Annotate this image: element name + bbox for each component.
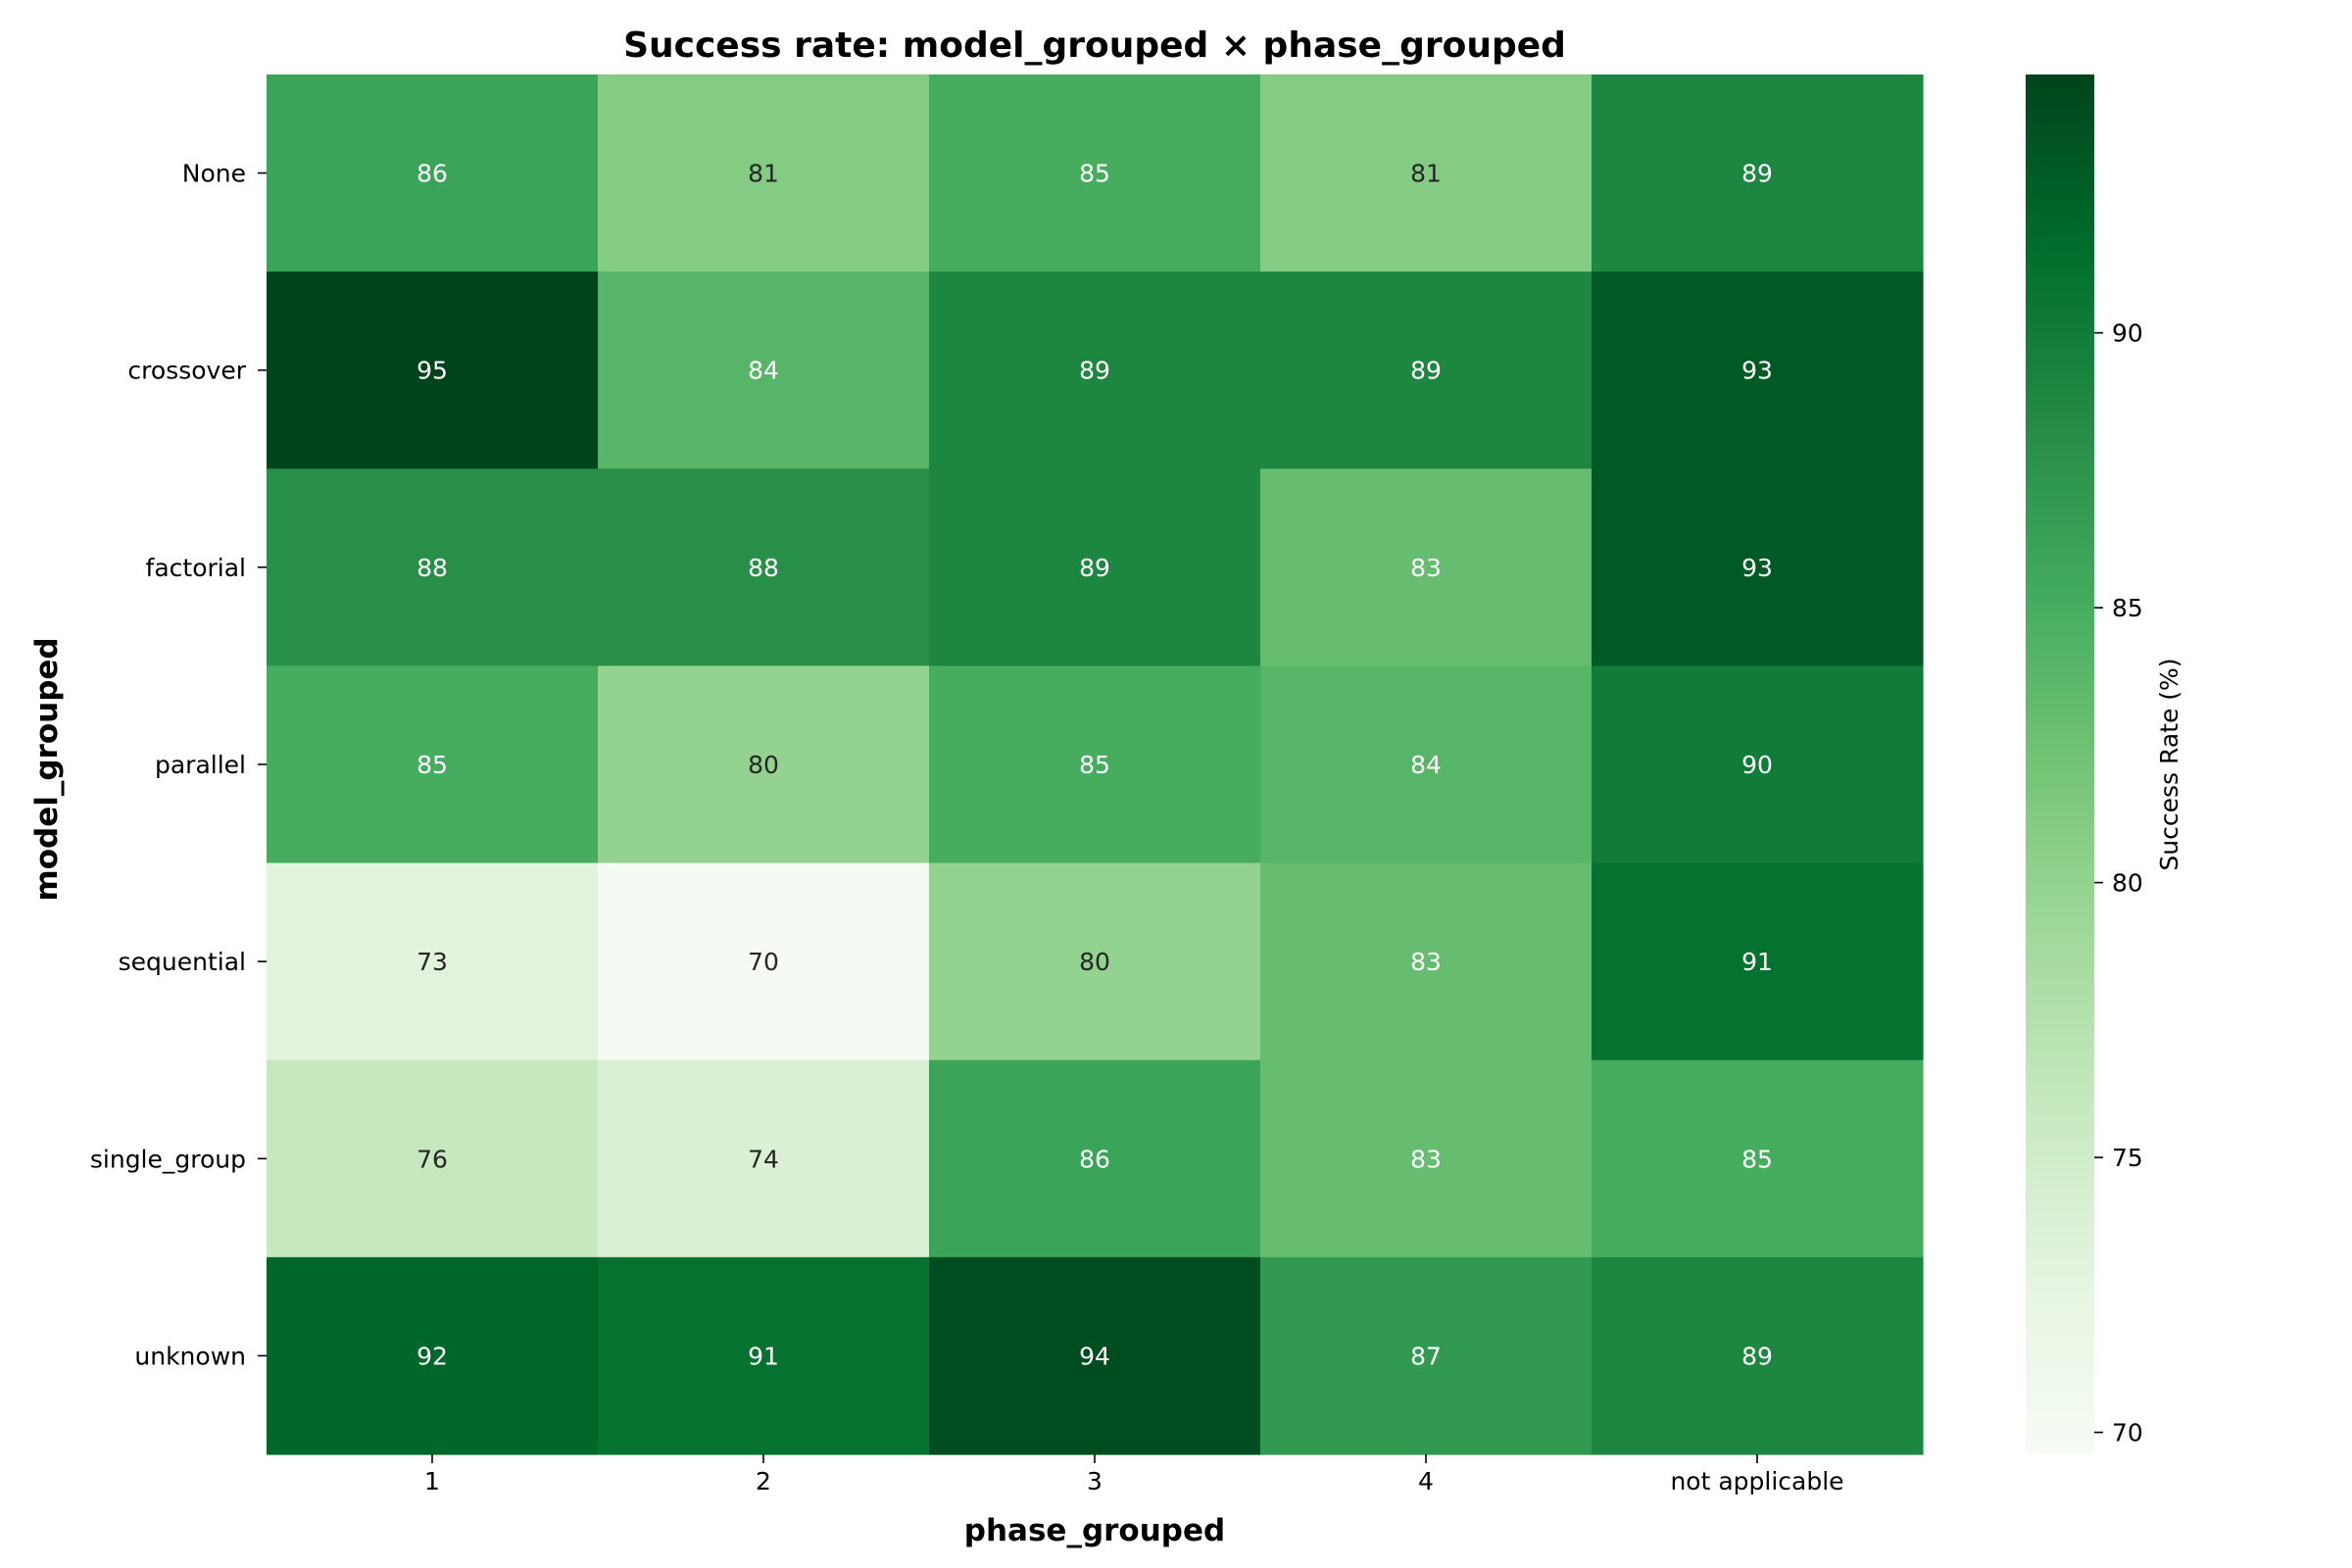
cell-value-label: 85 bbox=[416, 751, 448, 779]
heatmap-cell bbox=[267, 468, 599, 667]
heatmap-cell bbox=[1260, 665, 1592, 864]
cell-value-label: 74 bbox=[748, 1145, 779, 1173]
heatmap-cell bbox=[929, 271, 1261, 469]
cell-value-label: 91 bbox=[1741, 948, 1773, 976]
cell-value-label: 91 bbox=[748, 1342, 779, 1370]
cell-value-label: 84 bbox=[748, 357, 779, 385]
cell-value-label: 89 bbox=[1410, 357, 1442, 385]
heatmap-cell bbox=[267, 271, 599, 469]
cell-value-label: 94 bbox=[1079, 1342, 1110, 1370]
heatmap-cells bbox=[267, 74, 1924, 1455]
x-axis-ticks: 1 2 3 4 not applicable bbox=[424, 1454, 1844, 1495]
colorbar bbox=[2026, 74, 2094, 1454]
heatmap-cell bbox=[1260, 1256, 1592, 1455]
heatmap-cell bbox=[598, 271, 930, 469]
cell-value-label: 83 bbox=[1410, 1145, 1442, 1173]
x-axis-label: phase_grouped bbox=[964, 1513, 1225, 1548]
y-tick-label: sequential bbox=[119, 948, 246, 976]
cell-value-label: 80 bbox=[748, 751, 779, 779]
cell-value-label: 85 bbox=[1079, 751, 1110, 779]
cell-value-label: 89 bbox=[1079, 554, 1110, 582]
x-tick-label: not applicable bbox=[1670, 1467, 1843, 1495]
y-tick-label: parallel bbox=[155, 751, 246, 779]
cell-value-label: 89 bbox=[1079, 357, 1110, 385]
x-tick-label: 4 bbox=[1418, 1467, 1434, 1495]
heatmap-cell bbox=[598, 468, 930, 667]
cell-value-label: 93 bbox=[1741, 554, 1773, 582]
y-axis-ticks: None crossover factorial parallel sequential… bbox=[90, 160, 267, 1370]
heatmap-cell bbox=[1260, 74, 1592, 272]
x-tick-label: 1 bbox=[424, 1467, 440, 1495]
cell-value-label: 90 bbox=[1741, 751, 1773, 779]
colorbar-tick-label: 90 bbox=[2112, 319, 2143, 348]
cell-value-label: 89 bbox=[1741, 160, 1773, 188]
cell-value-label: 87 bbox=[1410, 1342, 1442, 1370]
heatmap-cell bbox=[598, 1059, 930, 1258]
heatmap-cell bbox=[598, 74, 930, 272]
cell-value-label: 93 bbox=[1741, 357, 1773, 385]
cell-value-label: 81 bbox=[1410, 160, 1442, 188]
heatmap-cell bbox=[1592, 74, 1924, 272]
heatmap-cell bbox=[929, 665, 1261, 864]
heatmap-cell bbox=[1592, 468, 1924, 667]
colorbar-ticks: 70 75 80 85 90 bbox=[2094, 319, 2143, 1447]
y-tick-label: factorial bbox=[146, 554, 246, 582]
cell-value-label: 80 bbox=[1079, 948, 1110, 976]
cell-value-label: 88 bbox=[748, 554, 779, 582]
cell-value-label: 86 bbox=[1079, 1145, 1110, 1173]
cell-value-label: 70 bbox=[748, 948, 779, 976]
cell-value-label: 81 bbox=[748, 160, 779, 188]
cell-value-label: 76 bbox=[416, 1145, 448, 1173]
cell-value-label: 89 bbox=[1741, 1342, 1773, 1370]
cell-value-label: 92 bbox=[416, 1342, 448, 1370]
colorbar-tick-label: 70 bbox=[2112, 1419, 2143, 1447]
heatmap-cell bbox=[929, 1059, 1261, 1258]
cell-value-label: 83 bbox=[1410, 948, 1442, 976]
heatmap-cell bbox=[598, 1256, 930, 1455]
heatmap-cell bbox=[1592, 1059, 1924, 1258]
heatmap-cell bbox=[1260, 271, 1592, 469]
cell-value-label: 85 bbox=[1741, 1145, 1773, 1173]
colorbar-tick-label: 85 bbox=[2112, 594, 2143, 622]
y-axis-label: model_grouped bbox=[29, 637, 65, 901]
heatmap-cell bbox=[929, 1256, 1261, 1455]
heatmap-cell bbox=[1260, 468, 1592, 667]
heatmap-cell bbox=[929, 862, 1261, 1061]
heatmap-cell bbox=[267, 665, 599, 864]
x-tick-label: 3 bbox=[1087, 1467, 1102, 1495]
cell-value-label: 88 bbox=[416, 554, 448, 582]
chart-title: Success rate: model_grouped × phase_grou… bbox=[623, 25, 1566, 66]
heatmap-cell bbox=[1260, 862, 1592, 1061]
heatmap-cell bbox=[929, 468, 1261, 667]
y-tick-label: single_group bbox=[90, 1145, 246, 1173]
cell-value-label: 85 bbox=[1079, 160, 1110, 188]
colorbar-label: Success Rate (%) bbox=[2155, 658, 2183, 870]
heatmap-cell bbox=[1592, 271, 1924, 469]
cell-value-label: 95 bbox=[416, 357, 448, 385]
heatmap-cell bbox=[929, 74, 1261, 272]
heatmap-cell bbox=[267, 1059, 599, 1258]
heatmap-cell bbox=[598, 862, 930, 1061]
heatmap-cell bbox=[267, 74, 599, 272]
heatmap-cell bbox=[1592, 862, 1924, 1061]
colorbar-tick-label: 75 bbox=[2112, 1144, 2143, 1172]
y-tick-label: None bbox=[182, 160, 246, 188]
heatmap-cell bbox=[1592, 665, 1924, 864]
y-tick-label: unknown bbox=[134, 1342, 246, 1370]
cell-value-label: 84 bbox=[1410, 751, 1442, 779]
heatmap-cell bbox=[1260, 1059, 1592, 1258]
y-tick-label: crossover bbox=[127, 357, 246, 385]
x-tick-label: 2 bbox=[756, 1467, 771, 1495]
cell-value-label: 86 bbox=[416, 160, 448, 188]
heatmap-cell bbox=[267, 862, 599, 1061]
heatmap-cell bbox=[598, 665, 930, 864]
cell-value-label: 73 bbox=[416, 948, 448, 976]
heatmap-cell bbox=[267, 1256, 599, 1455]
heatmap-cell bbox=[1592, 1256, 1924, 1455]
cell-value-label: 83 bbox=[1410, 554, 1442, 582]
heatmap-cell-values: 86 81 85 81 89 95 84 89 89 93 88 88 89 83 93 85 80 85 84 90… bbox=[416, 160, 1773, 1371]
colorbar-tick-label: 80 bbox=[2112, 869, 2143, 898]
